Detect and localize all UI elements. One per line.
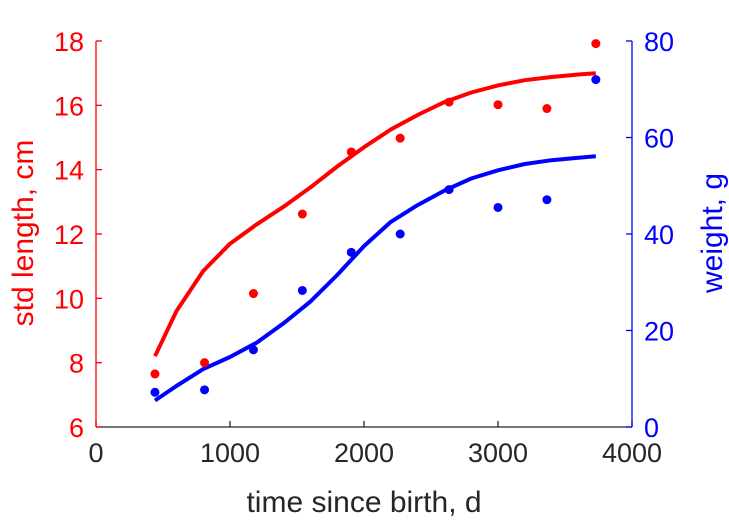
length-data-point (297, 209, 307, 219)
x-tick-label: 2000 (334, 438, 394, 468)
weight-data-point (346, 247, 356, 257)
left-y-tick-label: 14 (54, 156, 84, 186)
left-y-tick-label: 12 (54, 220, 84, 250)
length-fit-line (153, 71, 596, 358)
data-points (150, 39, 601, 397)
right-y-axis-label: weight, g (696, 173, 729, 294)
left-y-tick-label: 10 (54, 284, 84, 314)
length-data-point (346, 147, 356, 157)
right-y-tick-label: 80 (644, 27, 674, 57)
weight-data-point (150, 387, 160, 397)
length-data-point (542, 104, 552, 114)
x-tick-label: 4000 (602, 438, 662, 468)
right-y-tick-label: 60 (644, 124, 674, 154)
weight-data-point (395, 229, 405, 239)
length-data-point (150, 369, 160, 379)
right-y-tick-label: 0 (644, 413, 659, 443)
left-y-tick-label: 6 (69, 413, 84, 443)
right-y-tick-label: 20 (644, 317, 674, 347)
length-data-point (248, 289, 258, 299)
left-y-tick-label: 16 (54, 91, 84, 121)
left-y-axis-label: std length, cm (7, 140, 40, 327)
weight-data-point (591, 75, 601, 85)
fit-curves (153, 71, 596, 403)
left-y-tick-label: 18 (54, 27, 84, 57)
weight-data-point (297, 285, 307, 295)
length-data-point (493, 100, 503, 110)
axes: 0 1000 2000 3000 4000 6 8 10 12 14 16 18 0 20 40 60 80 (54, 27, 674, 468)
length-data-point (591, 39, 601, 49)
weight-data-point (248, 345, 258, 355)
x-axis-label: time since birth, d (246, 486, 481, 519)
weight-data-point (493, 202, 503, 212)
length-data-point (200, 358, 210, 368)
weight-data-point (542, 195, 552, 205)
x-tick-label: 1000 (200, 438, 260, 468)
left-y-tick-label: 8 (69, 349, 84, 379)
weight-data-point (444, 185, 454, 195)
length-data-point (395, 133, 405, 143)
weight-fit-line (153, 154, 596, 403)
x-tick-label: 0 (88, 438, 103, 468)
weight-data-point (200, 385, 210, 395)
right-y-tick-label: 40 (644, 220, 674, 250)
length-data-point (444, 97, 454, 107)
x-tick-label: 3000 (468, 438, 528, 468)
